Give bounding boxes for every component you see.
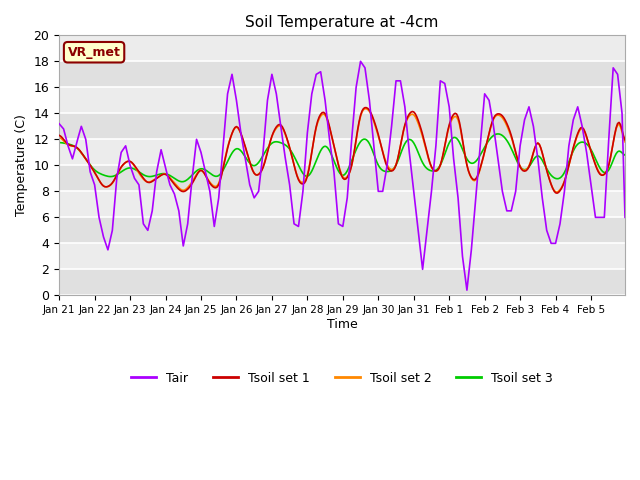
- Title: Soil Temperature at -4cm: Soil Temperature at -4cm: [245, 15, 439, 30]
- Bar: [59, 192, 625, 217]
- Bar: [59, 61, 625, 87]
- Bar: [59, 87, 625, 113]
- Bar: [59, 139, 625, 165]
- Bar: [59, 243, 625, 269]
- Text: VR_met: VR_met: [68, 46, 120, 59]
- Bar: [59, 36, 625, 61]
- Legend: Tair, Tsoil set 1, Tsoil set 2, Tsoil set 3: Tair, Tsoil set 1, Tsoil set 2, Tsoil se…: [126, 367, 558, 390]
- Bar: [59, 113, 625, 139]
- Bar: [59, 269, 625, 295]
- X-axis label: Time: Time: [326, 318, 358, 331]
- Y-axis label: Temperature (C): Temperature (C): [15, 114, 28, 216]
- Bar: [59, 165, 625, 192]
- Bar: [59, 217, 625, 243]
